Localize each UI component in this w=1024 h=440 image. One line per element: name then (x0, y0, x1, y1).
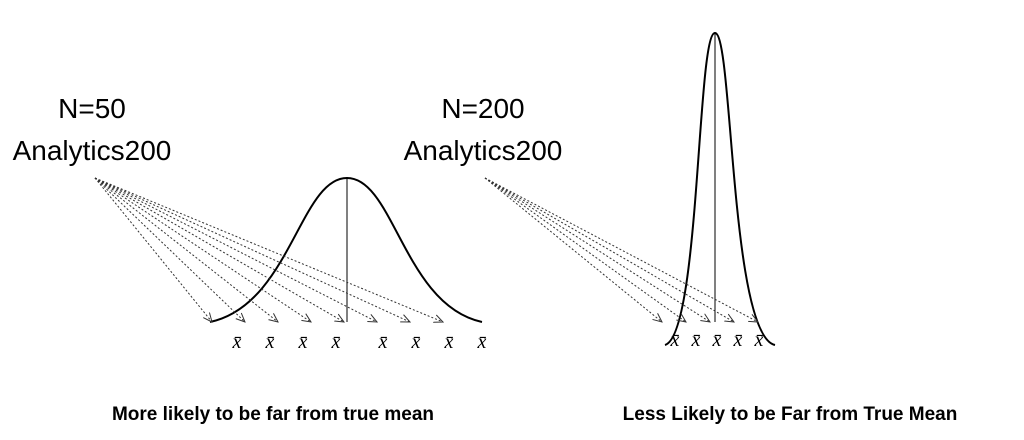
caption: More likely to be far from true mean (112, 404, 434, 425)
arrow (94, 177, 311, 322)
arrow (94, 177, 344, 322)
arrow (94, 177, 278, 322)
arrow (484, 177, 686, 322)
sample-means: x̄ x̄ x̄ x̄ x̄ x̄ x̄ x̄ x̄ x̄ x̄ x̄ x̄ (232, 329, 764, 353)
sample-mean: x̄ (331, 331, 341, 353)
sample-size: N=200 (441, 93, 524, 124)
sample-mean: x̄ (411, 331, 421, 353)
arrow (484, 177, 710, 322)
sample-mean: x̄ (265, 331, 275, 353)
arrows (94, 177, 758, 322)
caption: Less Likely to be Far from True Mean (623, 404, 958, 425)
sample-mean: x̄ (232, 331, 242, 353)
sample-mean: x̄ (477, 331, 487, 353)
bell-curve (664, 31, 776, 346)
arrow (94, 177, 377, 322)
sample-mean: x̄ (754, 329, 764, 351)
sample-mean: x̄ (691, 329, 701, 351)
sample-size: N=50 (58, 93, 126, 124)
arrow (94, 177, 245, 322)
sample-mean: x̄ (712, 329, 722, 351)
arrow (94, 177, 212, 322)
arrow (94, 177, 410, 322)
sample-mean: x̄ (444, 331, 454, 353)
arrow (94, 177, 443, 322)
sample-mean: x̄ (298, 331, 308, 353)
arrow (484, 177, 734, 322)
population-label: Analytics200 (404, 135, 563, 166)
arrow (484, 177, 662, 322)
sample-mean: x̄ (670, 329, 680, 351)
population-label: Analytics200 (13, 135, 172, 166)
sample-mean: x̄ (378, 331, 388, 353)
sample-mean: x̄ (733, 329, 743, 351)
bell-curve (209, 176, 483, 323)
arrow (484, 177, 758, 322)
